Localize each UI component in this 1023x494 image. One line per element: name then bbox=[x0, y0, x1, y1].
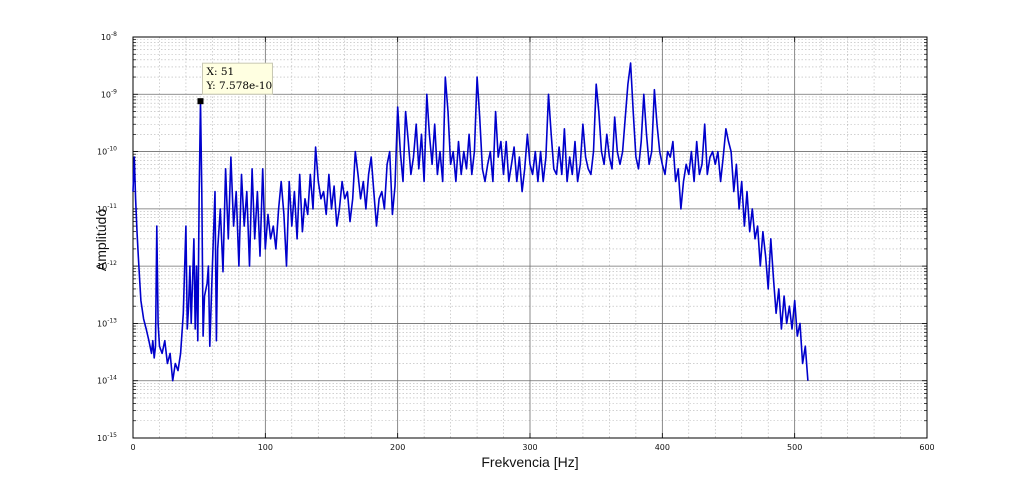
y-tick-label: 10-15 bbox=[97, 432, 117, 443]
x-tick-label: 100 bbox=[258, 443, 273, 452]
y-tick-label: 10-9 bbox=[101, 88, 117, 99]
y-tick-label: 10-11 bbox=[97, 203, 117, 214]
major-grid bbox=[133, 37, 927, 438]
x-tick-label: 0 bbox=[130, 443, 135, 452]
x-tick-label: 500 bbox=[787, 443, 802, 452]
x-tick-label: 300 bbox=[522, 443, 537, 452]
data-tip-box bbox=[201, 62, 273, 95]
data-tip-y-text: Y: 7.578e-10 bbox=[205, 80, 272, 92]
x-tick-label: 600 bbox=[919, 443, 934, 452]
y-tick-label: 10-12 bbox=[97, 260, 117, 271]
data-tip-marker[interactable] bbox=[197, 98, 204, 105]
x-tick-labels: 0 100 200 300 400 500 600 bbox=[130, 443, 934, 452]
y-tick-label: 10-8 bbox=[101, 31, 117, 42]
y-tick-label: 10-14 bbox=[97, 375, 117, 386]
x-tick-label: 200 bbox=[390, 443, 405, 452]
y-tick-labels: 10-15 10-14 10-13 10-12 10-11 10-10 10-9 10-8 bbox=[97, 31, 117, 443]
data-tip[interactable]: X: 51 Y: 7.578e-10 bbox=[197, 62, 273, 105]
data-tip-x-text: X: 51 bbox=[206, 66, 234, 78]
y-tick-label: 10-13 bbox=[97, 317, 117, 328]
x-axis-label: Frekvencia [Hz] bbox=[481, 454, 578, 470]
y-axis-label: Amplitúdó bbox=[93, 209, 109, 271]
x-tick-label: 400 bbox=[655, 443, 670, 452]
series-line bbox=[132, 62, 809, 382]
y-tick-label: 10-10 bbox=[97, 146, 117, 157]
